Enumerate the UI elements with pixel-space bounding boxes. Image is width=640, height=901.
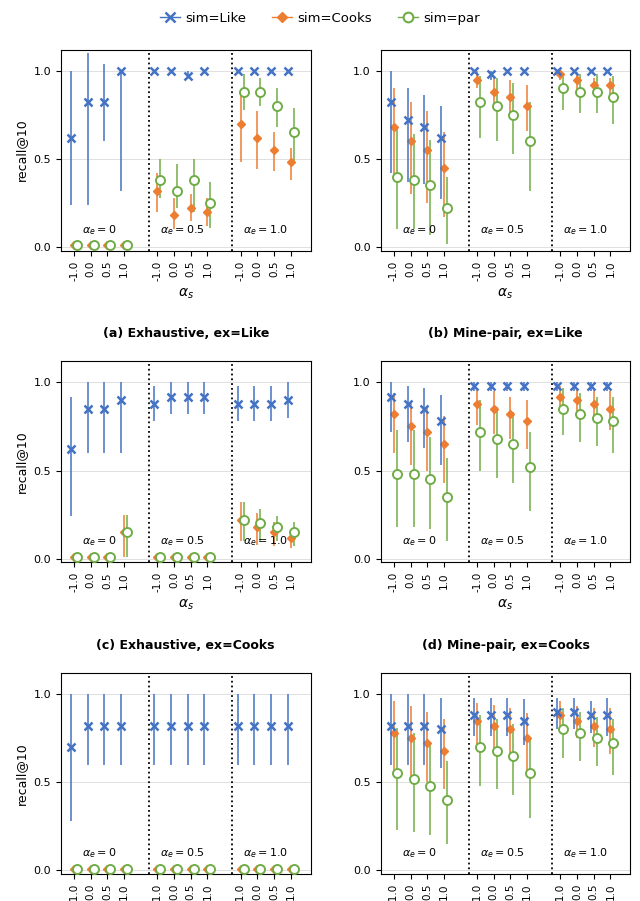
Text: $\alpha_e = $1.0: $\alpha_e = $1.0	[243, 223, 288, 237]
Y-axis label: recall@10: recall@10	[15, 119, 28, 181]
Text: $\alpha_e = $0: $\alpha_e = $0	[82, 223, 116, 237]
Text: $\alpha_e = $0: $\alpha_e = $0	[402, 534, 436, 548]
Text: $\alpha_e = $1.0: $\alpha_e = $1.0	[563, 846, 608, 860]
Text: (a) Exhaustive, ex=Like: (a) Exhaustive, ex=Like	[102, 327, 269, 340]
X-axis label: $\alpha_s$: $\alpha_s$	[178, 287, 194, 301]
Text: $\alpha_e = $0: $\alpha_e = $0	[82, 534, 116, 548]
Y-axis label: recall@10: recall@10	[15, 742, 28, 805]
Text: (c) Exhaustive, ex=Cooks: (c) Exhaustive, ex=Cooks	[97, 639, 275, 651]
Text: $\alpha_e = $0.5: $\alpha_e = $0.5	[160, 846, 205, 860]
X-axis label: $\alpha_s$: $\alpha_s$	[178, 598, 194, 612]
Text: $\alpha_e = $0.5: $\alpha_e = $0.5	[480, 846, 525, 860]
Legend: sim=Like, sim=Cooks, sim=par: sim=Like, sim=Cooks, sim=par	[155, 6, 485, 30]
Text: $\alpha_e = $1.0: $\alpha_e = $1.0	[243, 846, 288, 860]
Text: $\alpha_e = $0: $\alpha_e = $0	[402, 223, 436, 237]
X-axis label: $\alpha_s$: $\alpha_s$	[497, 598, 513, 612]
Text: (b) Mine-pair, ex=Like: (b) Mine-pair, ex=Like	[428, 327, 583, 340]
Text: $\alpha_e = $0: $\alpha_e = $0	[82, 846, 116, 860]
Text: $\alpha_e = $1.0: $\alpha_e = $1.0	[243, 534, 288, 548]
Text: $\alpha_e = $1.0: $\alpha_e = $1.0	[563, 223, 608, 237]
X-axis label: $\alpha_s$: $\alpha_s$	[497, 287, 513, 301]
Text: $\alpha_e = $0.5: $\alpha_e = $0.5	[160, 223, 205, 237]
Text: $\alpha_e = $0.5: $\alpha_e = $0.5	[480, 534, 525, 548]
Text: $\alpha_e = $0.5: $\alpha_e = $0.5	[480, 223, 525, 237]
Text: $\alpha_e = $0: $\alpha_e = $0	[402, 846, 436, 860]
Text: (d) Mine-pair, ex=Cooks: (d) Mine-pair, ex=Cooks	[422, 639, 589, 651]
Text: $\alpha_e = $1.0: $\alpha_e = $1.0	[563, 534, 608, 548]
Text: $\alpha_e = $0.5: $\alpha_e = $0.5	[160, 534, 205, 548]
Y-axis label: recall@10: recall@10	[15, 431, 28, 493]
